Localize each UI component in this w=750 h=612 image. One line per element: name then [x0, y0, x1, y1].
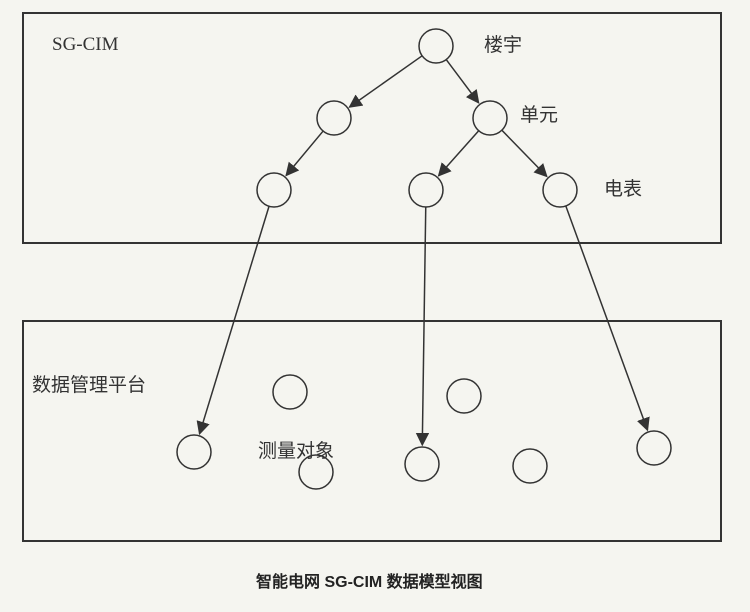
bottom-box — [22, 320, 722, 542]
platform-label: 数据管理平台 — [32, 370, 146, 397]
measure-label: 测量对象 — [258, 436, 334, 463]
danyuan-label: 单元 — [520, 100, 558, 127]
sg-cim-label: SG-CIM — [52, 34, 119, 56]
dianbiao-label: 电表 — [604, 174, 642, 201]
louyu-label: 楼宇 — [484, 30, 522, 57]
top-box — [22, 12, 722, 244]
figure-caption: 智能电网 SG-CIM 数据模型视图 — [256, 568, 483, 592]
